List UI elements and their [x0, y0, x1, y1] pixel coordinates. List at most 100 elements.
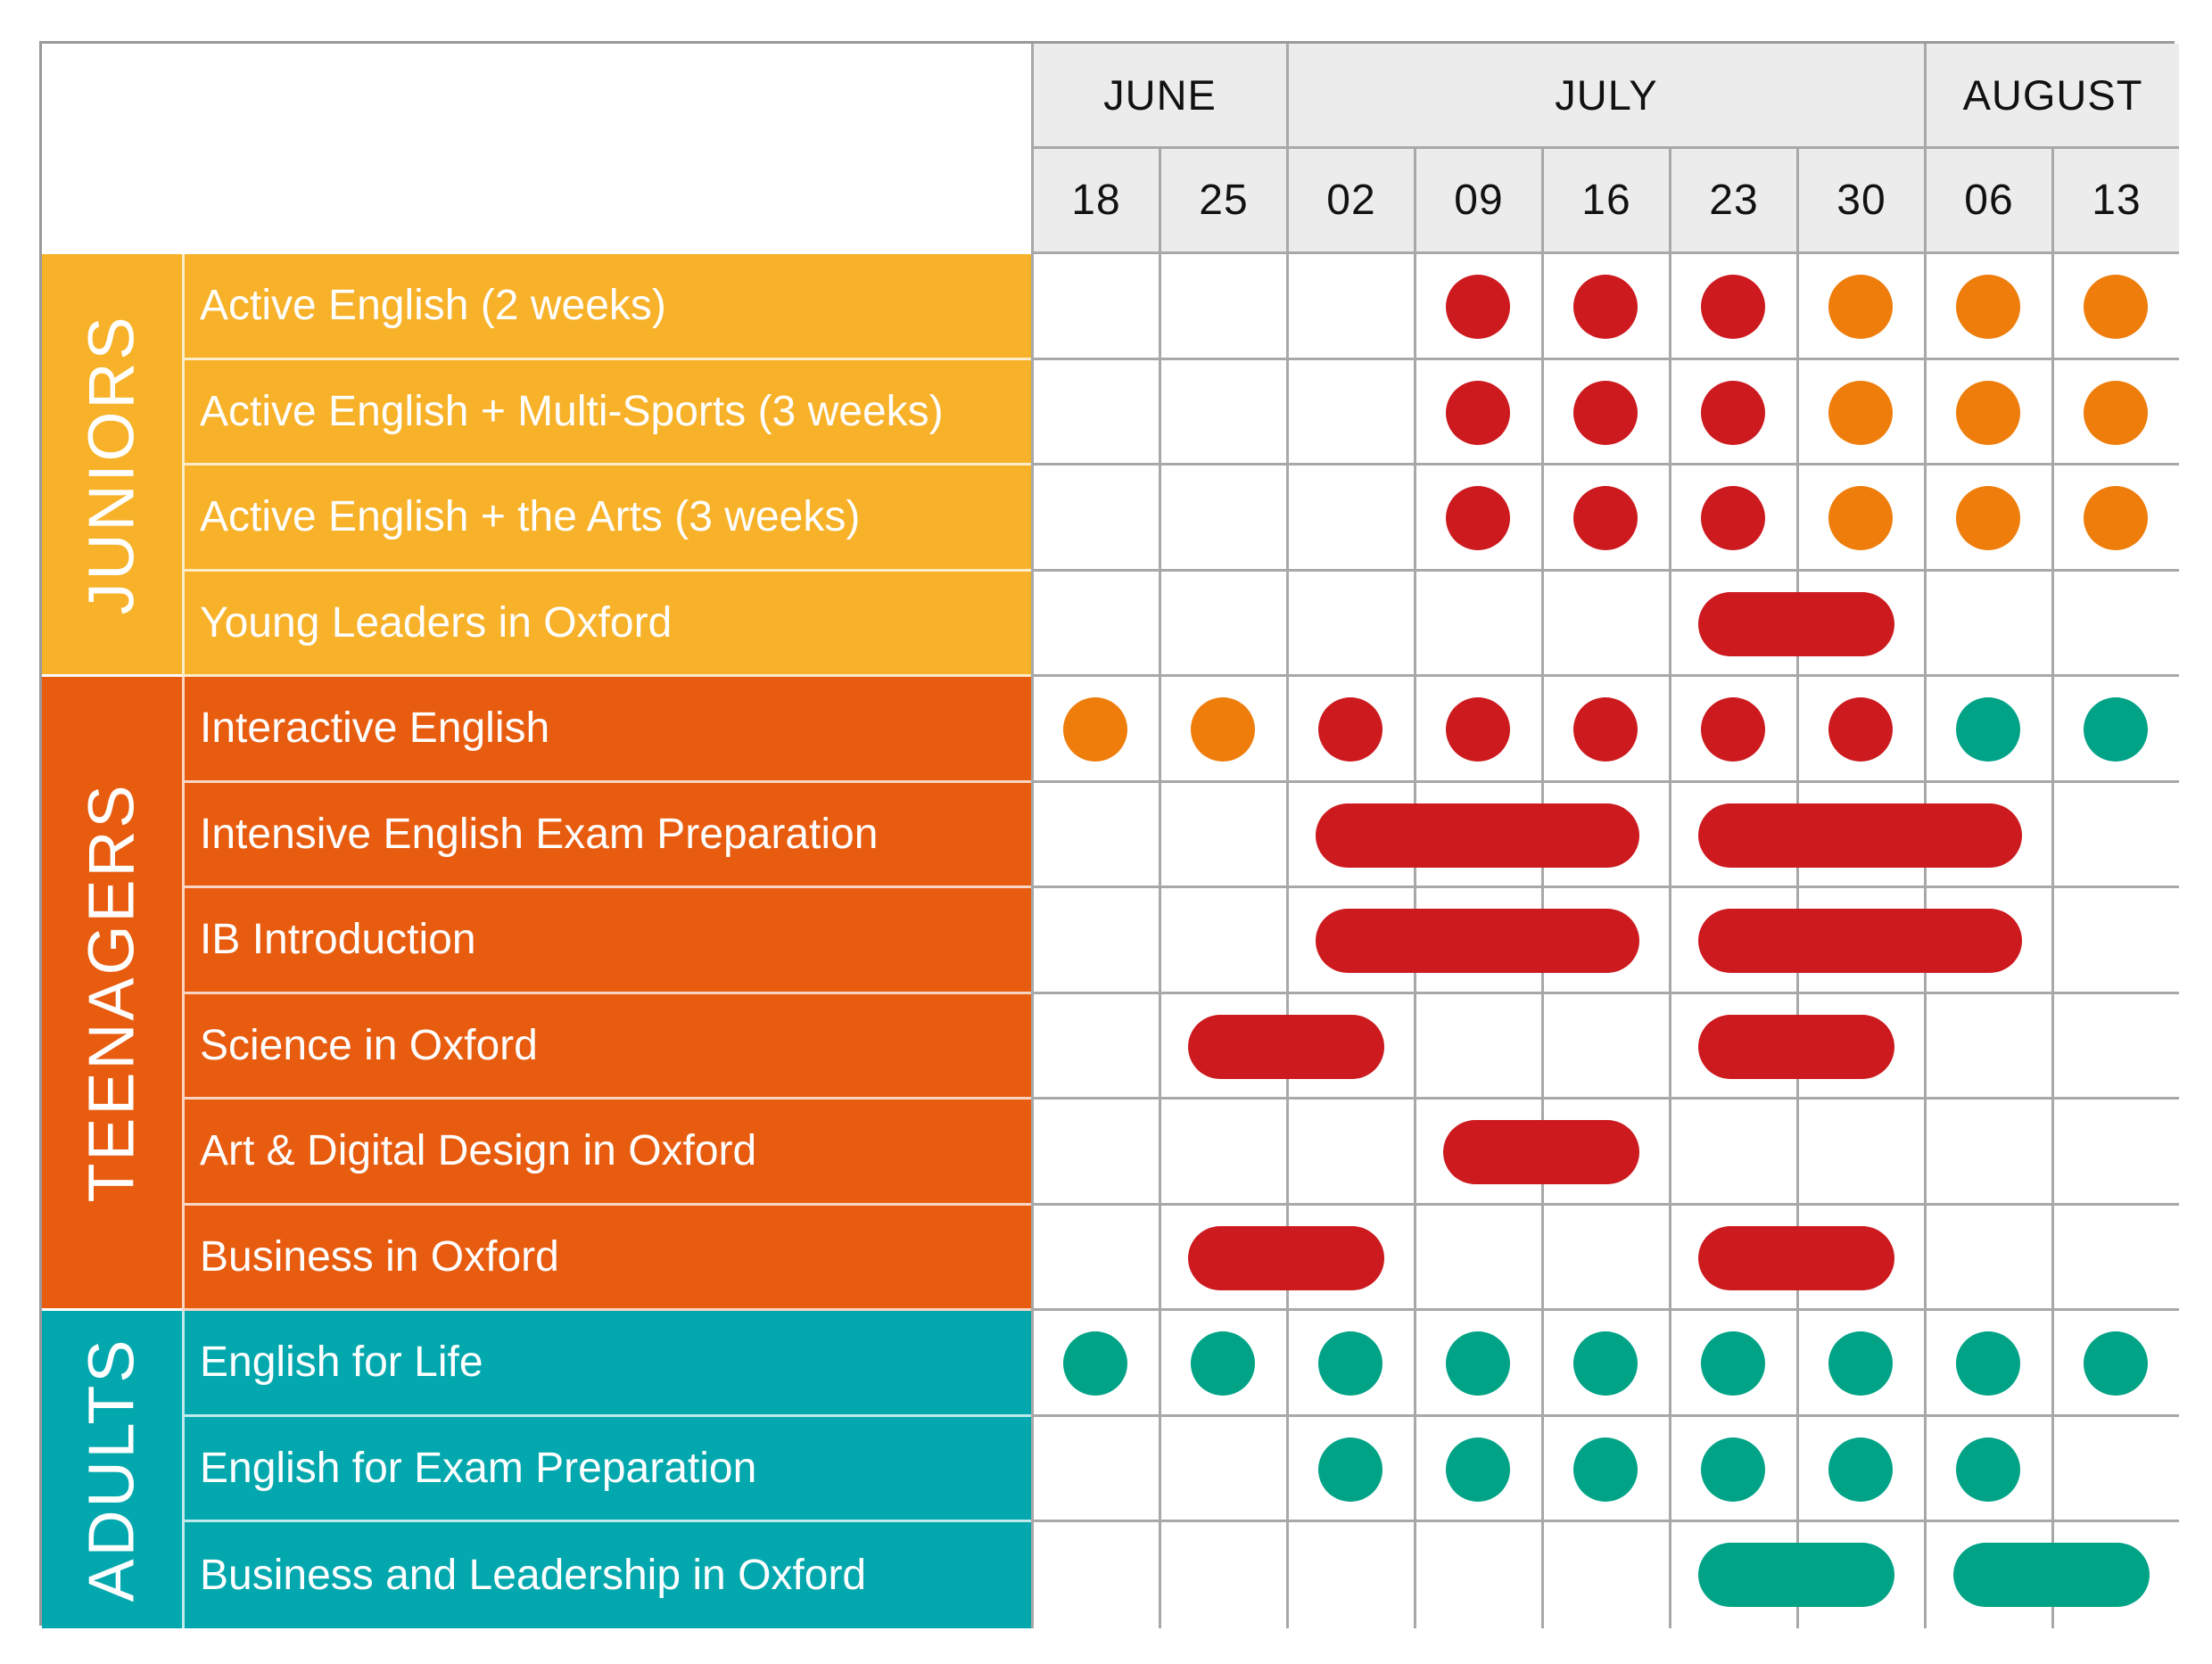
session-dot	[1955, 697, 2020, 762]
course-name: IB Introduction	[182, 888, 1031, 994]
week-header-25: 25	[1159, 149, 1286, 254]
week-slot	[1159, 782, 1286, 888]
session-dot	[2083, 380, 2148, 445]
week-slot	[1796, 1100, 1924, 1206]
session-dot	[1828, 380, 1893, 445]
week-slot	[1924, 993, 2051, 1100]
group-label-text: JUNIORS	[76, 313, 148, 615]
course-schedule-table: JUNE JULY AUGUST 18 25 02 09 16 23 30 06 13 JUNIORS A…	[39, 41, 2179, 1628]
group-label-text: ADULTS	[76, 1337, 148, 1602]
course-name: Active English (2 weeks)	[182, 254, 1031, 360]
course-name: Active English + Multi-Sports (3 weeks)	[182, 359, 1031, 465]
week-slot	[2051, 782, 2179, 888]
week-header-18: 18	[1031, 149, 1159, 254]
session-dot	[1700, 275, 1765, 340]
session-dot	[1572, 1437, 1638, 1502]
course-name: Science in Oxford	[182, 993, 1031, 1100]
session-bar	[1316, 803, 1639, 868]
session-dot	[1700, 697, 1765, 762]
session-bar	[1188, 1225, 1384, 1290]
week-slot	[2051, 1205, 2179, 1311]
group-label-juniors: JUNIORS	[42, 254, 182, 677]
course-name: Active English + the Arts (3 weeks)	[182, 465, 1031, 572]
session-dot	[1828, 1331, 1893, 1396]
session-dot	[1955, 1437, 2020, 1502]
week-slot	[1414, 993, 1541, 1100]
week-header-06: 06	[1924, 149, 2051, 254]
session-bar	[1443, 1120, 1639, 1185]
session-dot	[1445, 380, 1510, 445]
month-header-july: JULY	[1286, 44, 1924, 149]
week-slot	[1286, 465, 1414, 572]
week-slot	[1541, 1522, 1669, 1628]
week-slot	[1031, 1100, 1159, 1206]
week-slot	[1031, 571, 1159, 677]
session-dot	[1572, 697, 1638, 762]
course-name: Art & Digital Design in Oxford	[182, 1100, 1031, 1206]
week-slot	[1286, 254, 1414, 360]
week-slot	[1924, 1205, 2051, 1311]
week-header-23: 23	[1669, 149, 1796, 254]
week-header-02: 02	[1286, 149, 1414, 254]
session-dot	[1445, 1437, 1510, 1502]
course-name: Business and Leadership in Oxford	[182, 1522, 1031, 1628]
week-slot	[2051, 1100, 2179, 1206]
week-slot	[1031, 888, 1159, 994]
session-bar	[1698, 591, 1894, 656]
week-slot	[1541, 1205, 1669, 1311]
session-dot	[1572, 380, 1638, 445]
session-dot	[1062, 1331, 1127, 1396]
week-slot	[1159, 1416, 1286, 1522]
header-blank	[42, 44, 1031, 254]
week-slot	[2051, 888, 2179, 994]
session-dot	[1062, 697, 1127, 762]
session-dot	[1700, 1437, 1765, 1502]
session-dot	[1955, 486, 2020, 551]
week-slot	[1159, 571, 1286, 677]
course-name: Intensive English Exam Preparation	[182, 782, 1031, 888]
week-slot	[1031, 359, 1159, 465]
week-header-30: 30	[1796, 149, 1924, 254]
session-dot	[1445, 1331, 1510, 1396]
week-slot	[2051, 571, 2179, 677]
month-header-june: JUNE	[1031, 44, 1286, 149]
week-slot	[1669, 1100, 1796, 1206]
week-slot	[2051, 993, 2179, 1100]
week-header-09: 09	[1414, 149, 1541, 254]
session-bar	[1698, 803, 2022, 868]
session-dot	[1700, 486, 1765, 551]
session-dot	[1445, 486, 1510, 551]
session-dot	[1700, 1331, 1765, 1396]
week-slot	[1159, 359, 1286, 465]
session-dot	[2083, 486, 2148, 551]
session-dot	[1955, 275, 2020, 340]
session-dot	[1572, 275, 1638, 340]
week-slot	[1031, 782, 1159, 888]
week-slot	[1286, 1100, 1414, 1206]
course-name: English for Life	[182, 1311, 1031, 1417]
session-dot	[1700, 380, 1765, 445]
week-slot	[1031, 254, 1159, 360]
month-header-august: AUGUST	[1924, 44, 2179, 149]
week-header-13: 13	[2051, 149, 2179, 254]
week-header-16: 16	[1541, 149, 1669, 254]
session-dot	[1572, 486, 1638, 551]
week-slot	[1031, 993, 1159, 1100]
group-label-text: TEENAGERS	[76, 782, 148, 1203]
session-dot	[1955, 1331, 2020, 1396]
week-slot	[1031, 1416, 1159, 1522]
session-dot	[1190, 697, 1255, 762]
session-bar	[1316, 909, 1639, 974]
session-dot	[1828, 697, 1893, 762]
session-dot	[2083, 275, 2148, 340]
course-name: Young Leaders in Oxford	[182, 571, 1031, 677]
session-dot	[1190, 1331, 1255, 1396]
session-dot	[1317, 1331, 1382, 1396]
session-dot	[1445, 697, 1510, 762]
session-dot	[1955, 380, 2020, 445]
week-slot	[1541, 993, 1669, 1100]
week-slot	[1159, 1100, 1286, 1206]
week-slot	[1286, 571, 1414, 677]
group-label-teenagers: TEENAGERS	[42, 677, 182, 1311]
week-slot	[1924, 571, 2051, 677]
